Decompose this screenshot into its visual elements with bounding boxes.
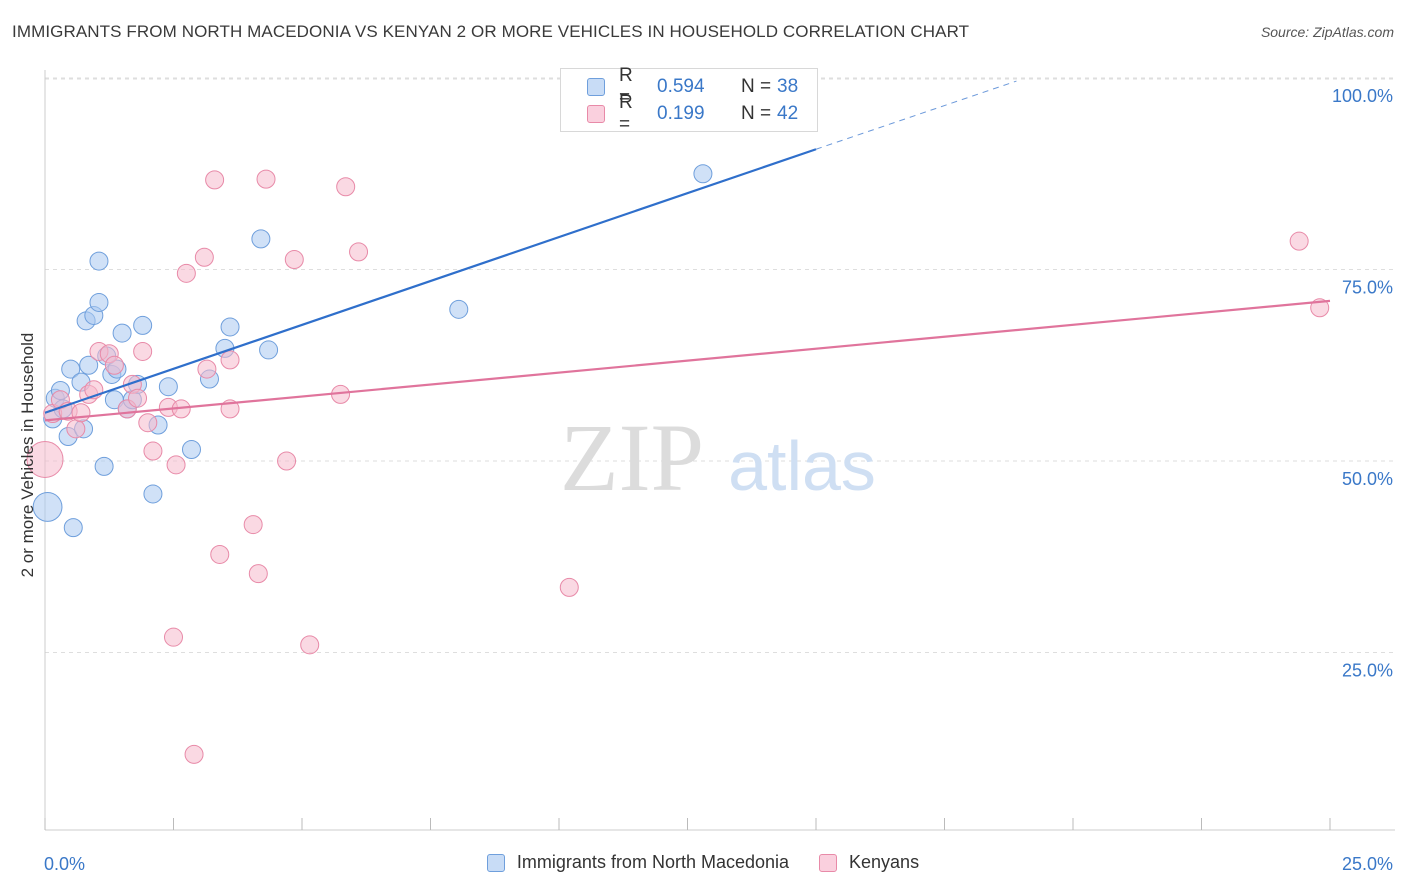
series-legend: Immigrants from North Macedonia Kenyans (0, 852, 1406, 873)
axes (44, 70, 1395, 831)
north-macedonia-point (89, 292, 109, 312)
north-macedonia-point (94, 456, 114, 476)
north-macedonia-point (143, 484, 163, 504)
source-label: Source: ZipAtlas.com (1260, 24, 1394, 40)
north-macedonia-point (32, 492, 63, 522)
kenyans-point (71, 403, 91, 423)
pink-swatch (587, 105, 605, 123)
legend-label: Kenyans (849, 852, 920, 872)
kenyans-point (184, 744, 204, 764)
n-label: N = (741, 76, 772, 97)
kenyans-point (243, 515, 263, 535)
legend-row-blue: R = 0.594 N = 38 (587, 65, 799, 108)
kenyans-point (336, 177, 356, 197)
legend-label: Immigrants from North Macedonia (516, 852, 790, 872)
kenyans-point (138, 413, 158, 433)
blue-swatch (587, 78, 605, 96)
legend-row-pink: R = 0.199 N = 42 (587, 92, 799, 135)
kenyans-point (164, 627, 183, 647)
grid-lines (45, 77, 1395, 653)
kenyans-point (220, 350, 240, 370)
kenyans-point (143, 441, 163, 461)
north-macedonia-point (251, 229, 271, 249)
north-macedonia-point (133, 315, 153, 335)
pink-swatch (819, 853, 838, 872)
r-value: 0.199 (657, 103, 705, 124)
y-tick-label: 100.0% (1332, 86, 1393, 106)
x-tick-label: 25.0% (1342, 854, 1393, 874)
kenyans-point (128, 388, 148, 408)
kenyans-point (284, 250, 304, 270)
y-tick-label: 25.0% (1342, 661, 1393, 681)
kenyans-point (559, 577, 579, 597)
north-macedonia-point (259, 340, 279, 360)
trend-lines (44, 80, 1331, 422)
watermark-atlas: atlas (728, 427, 876, 505)
stats-legend: R = 0.594 N = 38 R = 0.199 N = 42 (560, 65, 818, 135)
kenyans-point (248, 564, 268, 584)
r-label: R = (619, 92, 633, 135)
kenyans-point (277, 451, 297, 471)
kenyans-point (26, 440, 64, 478)
y-tick-label: 75.0% (1342, 278, 1393, 298)
kenyans-trend-line (44, 299, 1331, 422)
north-macedonia-point (63, 518, 83, 538)
kenyans-point (300, 635, 320, 655)
n-value: 38 (777, 76, 799, 97)
watermark-zip: ZIP (560, 404, 704, 511)
r-label: R = (619, 65, 633, 108)
north-macedonia-point (181, 440, 201, 460)
blue-swatch (486, 853, 505, 872)
north-macedonia-trend-extension (815, 80, 1017, 150)
n-value: 42 (777, 103, 799, 124)
y-axis-label: 2 or more Vehicles in Household (18, 332, 37, 578)
kenyans-point (210, 544, 230, 564)
x-tick-label: 0.0% (44, 854, 85, 874)
watermark: ZIP atlas (560, 404, 876, 511)
north-macedonia-trend-line (44, 148, 817, 414)
kenyans-point (176, 263, 196, 283)
kenyans-point (256, 169, 276, 189)
legend-item-north-macedonia[interactable]: Immigrants from North Macedonia (486, 852, 790, 873)
y-tick-label: 50.0% (1342, 469, 1393, 489)
kenyans-point (194, 247, 214, 267)
north-macedonia-point (449, 299, 469, 319)
chart-title: IMMIGRANTS FROM NORTH MACEDONIA VS KENYA… (12, 22, 970, 41)
kenyans-point (133, 341, 153, 361)
kenyans-point (197, 359, 217, 379)
kenyans-point (66, 419, 86, 439)
north-macedonia-point (158, 377, 178, 397)
kenyans-point (166, 455, 186, 475)
north-macedonia-point (61, 359, 81, 379)
legend-item-kenyans[interactable]: Kenyans (819, 852, 919, 873)
kenyans-point (349, 242, 369, 262)
kenyans-point (104, 355, 124, 375)
tick-labels: 25.0% 50.0% 75.0% 100.0% 0.0% 25.0% (44, 86, 1393, 874)
r-value: 0.594 (657, 76, 705, 97)
north-macedonia-point (79, 355, 99, 375)
north-macedonia-point (112, 323, 132, 343)
north-macedonia-point (693, 164, 713, 184)
kenyans-point (1289, 231, 1309, 251)
north-macedonia-point (89, 251, 109, 271)
n-label: N = (741, 103, 772, 124)
north-macedonia-point (220, 317, 240, 337)
kenyans-point (205, 170, 225, 190)
